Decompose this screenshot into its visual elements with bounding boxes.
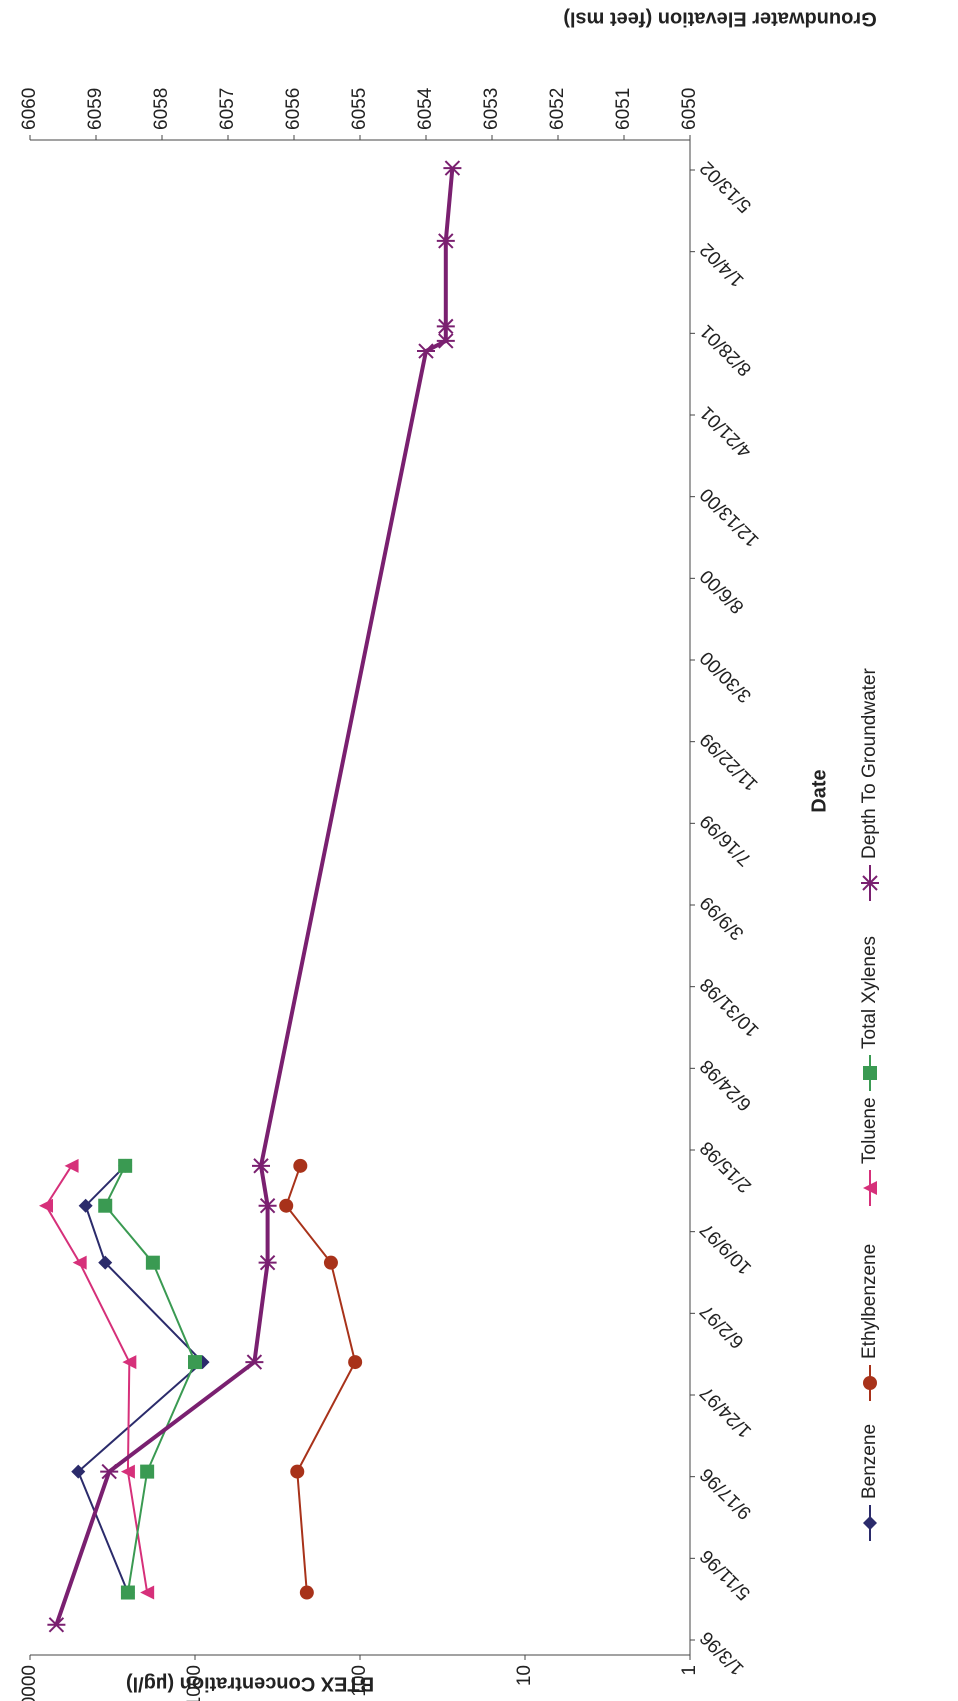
x-tick-label: 1/3/96 <box>696 1627 748 1679</box>
x-tick-label: 1/4/02 <box>696 239 748 291</box>
legend-label: Ethylbenzene <box>859 1244 880 1359</box>
y2-tick-label: 6052 <box>547 88 568 130</box>
y-axis-title: BTEX Concentration (µg/l) <box>126 1673 374 1695</box>
marker <box>140 1464 155 1479</box>
x-tick-label: 5/13/02 <box>696 157 756 217</box>
x-tick-label: 4/21/01 <box>696 402 756 462</box>
marker <box>258 1254 277 1271</box>
series-line <box>77 1165 205 1593</box>
marker <box>293 1158 308 1173</box>
x-tick-label: 12/13/00 <box>696 484 763 551</box>
marker <box>863 1516 877 1530</box>
marker <box>78 1198 93 1213</box>
marker <box>443 160 462 176</box>
x-tick-label: 10/9/97 <box>696 1219 756 1279</box>
y2-tick-label: 6055 <box>349 88 370 130</box>
x-tick-label: 1/24/97 <box>696 1382 756 1442</box>
marker <box>38 1198 53 1213</box>
marker <box>188 1355 202 1370</box>
marker <box>348 1355 363 1370</box>
x-tick-label: 9/17/96 <box>696 1464 756 1524</box>
legend-label: Benzene <box>859 1424 880 1499</box>
marker <box>863 1376 877 1390</box>
marker <box>47 1617 66 1633</box>
x-tick-label: 3/9/99 <box>696 892 748 944</box>
x-tick-label: 5/11/96 <box>696 1545 755 1604</box>
x-tick-label: 2/15/98 <box>696 1137 756 1197</box>
marker <box>72 1255 87 1270</box>
y2-tick-label: 6060 <box>19 88 40 130</box>
y-tick-label: 10000 <box>19 1665 40 1701</box>
marker <box>290 1464 305 1479</box>
y2-tick-label: 6050 <box>679 88 700 130</box>
x-tick-label: 3/30/00 <box>696 647 756 707</box>
marker <box>252 1158 270 1174</box>
marker <box>323 1255 338 1270</box>
series-line <box>54 167 455 1626</box>
legend-label: Total Xylenes <box>859 936 880 1049</box>
x-tick-label: 8/6/00 <box>696 565 748 617</box>
x-tick-label: 10/31/98 <box>696 974 763 1041</box>
marker <box>436 233 455 249</box>
marker <box>258 1198 277 1214</box>
series-line <box>104 1165 197 1593</box>
y-tick-label: 1000 <box>184 1665 205 1701</box>
y-tick-label: 10 <box>514 1665 535 1686</box>
y2-tick-label: 6054 <box>415 87 436 130</box>
x-tick-label: 6/24/98 <box>696 1055 756 1115</box>
marker <box>140 1585 155 1600</box>
y2-tick-label: 6053 <box>481 88 502 130</box>
marker <box>145 1255 160 1270</box>
y2-tick-label: 6056 <box>283 88 304 130</box>
marker <box>436 333 455 349</box>
marker <box>299 1585 314 1600</box>
series-line <box>44 1165 149 1593</box>
marker <box>120 1585 135 1600</box>
series-line <box>285 1165 357 1593</box>
y2-tick-label: 6057 <box>217 88 238 130</box>
marker <box>98 1198 113 1213</box>
marker <box>122 1355 137 1370</box>
marker <box>863 1181 877 1195</box>
y2-axis-title: Groundwater Elevation (feet msl) <box>563 8 876 30</box>
marker <box>245 1354 264 1370</box>
marker <box>64 1158 79 1173</box>
marker <box>863 1066 877 1080</box>
y2-tick-label: 6059 <box>85 88 106 130</box>
y-tick-label: 100 <box>349 1665 370 1697</box>
x-tick-label: 7/16/99 <box>696 810 756 870</box>
marker <box>98 1255 113 1270</box>
x-tick-label: 11/22/99 <box>696 729 762 795</box>
marker <box>279 1198 294 1213</box>
marker <box>120 1464 135 1479</box>
marker <box>861 875 879 891</box>
legend-label: Toluene <box>859 1097 880 1164</box>
y2-tick-label: 6051 <box>613 88 634 130</box>
x-tick-label: 6/2/97 <box>696 1300 748 1352</box>
legend-label: Depth To Groundwater <box>859 668 880 859</box>
marker <box>436 318 455 335</box>
y-tick-label: 1 <box>679 1665 700 1676</box>
x-tick-label: 8/28/01 <box>696 320 756 380</box>
rotated-chart: BTEX Concentration (µg/l) Groundwater El… <box>19 8 880 1701</box>
x-axis-title: Date <box>808 769 830 812</box>
y2-tick-label: 6058 <box>151 88 172 130</box>
marker <box>118 1158 133 1173</box>
marker <box>417 343 435 359</box>
marker <box>100 1463 119 1480</box>
